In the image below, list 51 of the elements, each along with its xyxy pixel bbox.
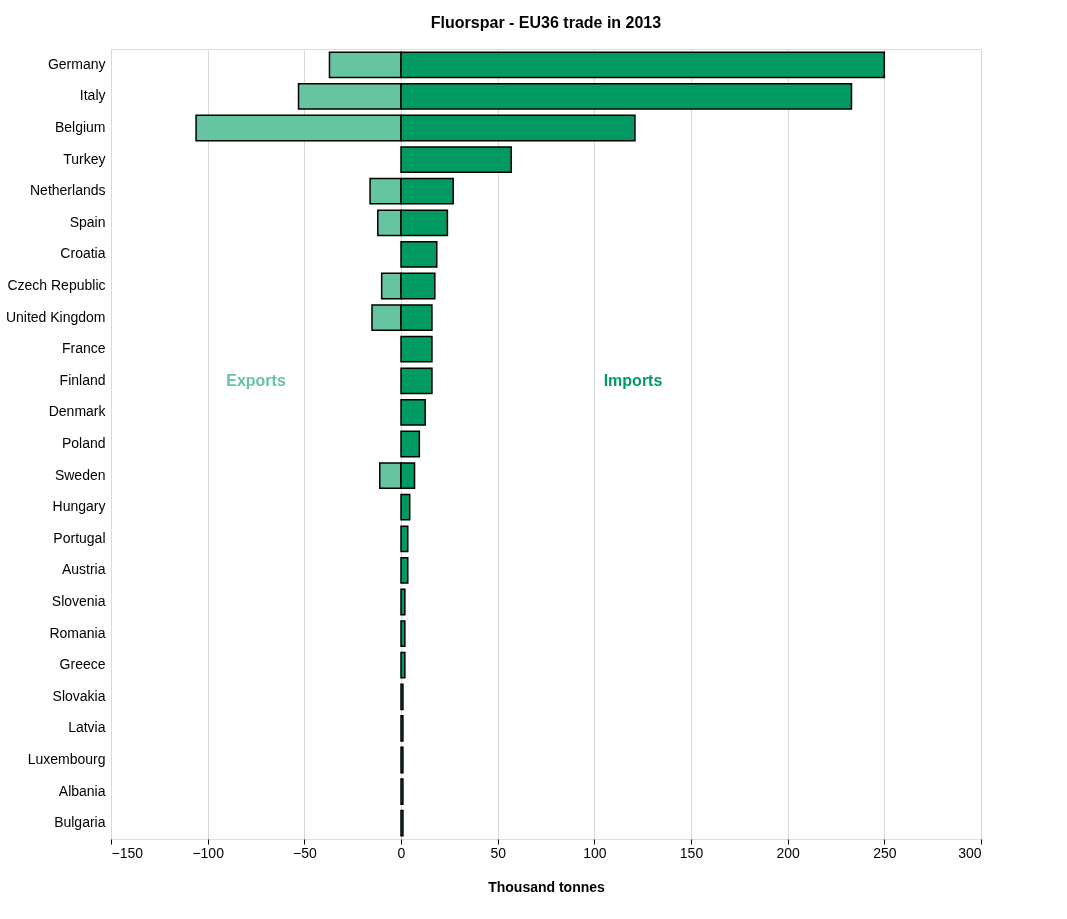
y-tick-label: United Kingdom (5, 308, 106, 325)
y-tick-label: Belgium (54, 119, 106, 135)
bar (400, 588, 406, 616)
y-tick-label: Slovenia (51, 593, 106, 609)
y-tick-label: Spain (69, 213, 106, 230)
x-tick-label: −100 (192, 844, 225, 861)
x-tick-label: 200 (776, 844, 801, 861)
y-tick-label: Denmark (48, 403, 107, 420)
chart-title: Fluorspar - EU36 trade in 2013 (430, 14, 662, 31)
y-tick-label: Finland (59, 371, 106, 388)
y-tick-label: Czech Republic (7, 277, 106, 293)
y-tick-label: Romania (49, 624, 106, 641)
x-tick-label: 100 (583, 844, 607, 861)
x-tick-label: 0 (397, 844, 406, 861)
bar (400, 146, 512, 173)
y-tick-label: Latvia (68, 719, 106, 736)
x-tick-label: 50 (490, 844, 507, 861)
y-tick-label: Austria (61, 561, 106, 578)
y-tick-label: Greece (59, 656, 106, 673)
bar (400, 525, 409, 553)
bar (400, 620, 406, 647)
y-tick-label: Germany (47, 55, 106, 72)
bar (400, 335, 433, 363)
bar (400, 367, 433, 395)
x-axis-title: Thousand tonnes (488, 878, 606, 895)
y-tick-label: Italy (79, 87, 106, 104)
y-tick-label: Sweden (54, 466, 106, 483)
y-tick-label: Poland (61, 435, 106, 451)
y-tick-label: Netherlands (30, 182, 106, 199)
x-tick-label: 150 (679, 844, 704, 861)
y-tick-label: Portugal (53, 529, 106, 546)
bar (400, 399, 426, 426)
y-tick-label: Luxembourg (27, 751, 106, 767)
x-tick-label: 300 (958, 844, 982, 861)
y-tick-label: Bulgaria (54, 814, 106, 831)
bar (400, 493, 411, 521)
text: Imports (603, 371, 663, 389)
y-tick-label: Turkey (63, 150, 106, 167)
y-tick-label: Albania (58, 782, 106, 799)
x-tick-label: −150 (111, 844, 144, 861)
bar (400, 241, 438, 268)
x-tick-label: −50 (292, 844, 317, 861)
y-tick-label: Hungary (52, 498, 106, 515)
x-tick-label: 250 (873, 844, 897, 861)
bar (400, 651, 406, 679)
y-tick-label: Croatia (60, 245, 106, 262)
bar (400, 430, 421, 458)
y-tick-label: Slovakia (52, 687, 106, 704)
bar (400, 557, 409, 584)
text: Exports (226, 371, 286, 389)
y-tick-label: France (61, 340, 106, 357)
